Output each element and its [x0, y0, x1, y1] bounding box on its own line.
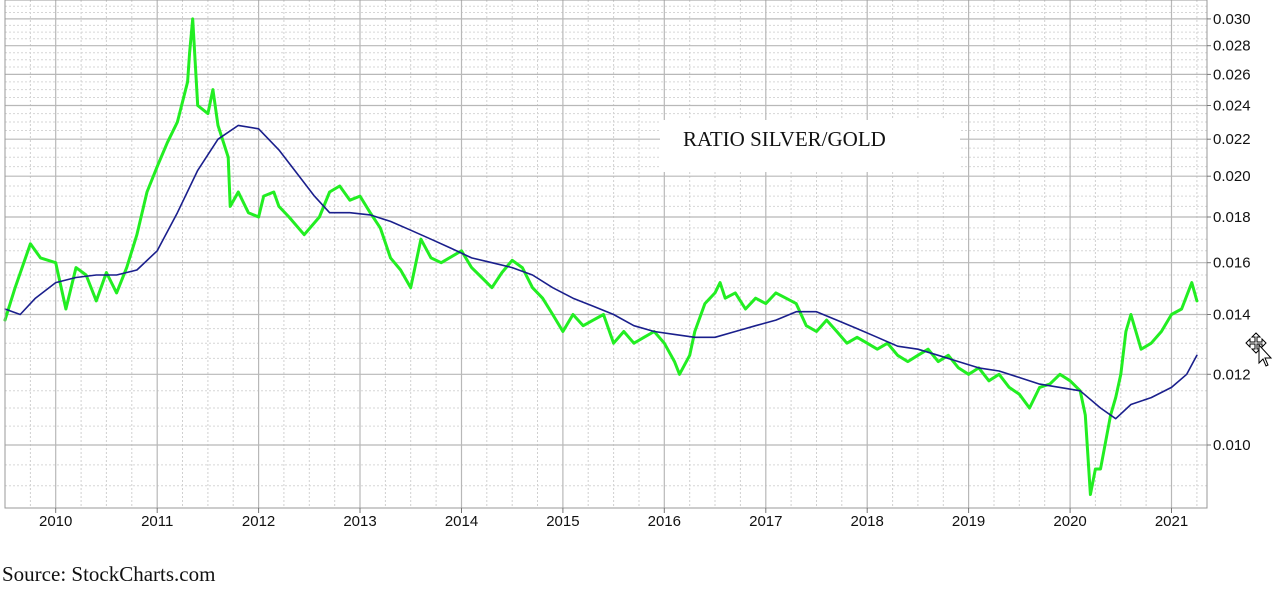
y-tick-label: 0.012: [1213, 366, 1251, 383]
x-tick-label: 2020: [1053, 513, 1086, 530]
series-layer: [3, 17, 1199, 496]
series-line-ratio: [3, 17, 1199, 496]
y-tick-label: 0.024: [1213, 98, 1251, 115]
y-tick-label: 0.020: [1213, 168, 1251, 185]
y-axis: 0.010 0.012 0.014 0.016 0.018 0.020 0.022 0.024…: [1207, 11, 1251, 454]
y-tick-label: 0.010: [1213, 437, 1251, 454]
x-tick-label: 2012: [242, 513, 275, 530]
chart-annotation: RATIO SILVER/GOLD: [683, 127, 886, 151]
x-tick-label: 2018: [851, 513, 884, 530]
y-tick-label: 0.016: [1213, 255, 1251, 272]
y-tick-label: 0.018: [1213, 209, 1251, 226]
x-tick-label: 2016: [648, 513, 681, 530]
x-tick-label: 2013: [343, 513, 376, 530]
move-cursor-icon: [1245, 332, 1273, 367]
major-grid: [5, 0, 1207, 508]
x-tick-label: 2019: [952, 513, 985, 530]
y-tick-label: 0.014: [1213, 307, 1251, 324]
x-tick-label: 2010: [39, 513, 72, 530]
source-caption: Source: StockCharts.com: [2, 562, 216, 586]
plot-background: [5, 0, 1207, 508]
x-tick-label: 2017: [749, 513, 782, 530]
y-tick-label: 0.022: [1213, 131, 1251, 148]
x-tick-label: 2014: [445, 513, 478, 530]
x-tick-label: 2015: [546, 513, 579, 530]
series-line-moving-average: [4, 124, 1198, 420]
plot-frame: [4, 0, 1208, 509]
x-tick-label: 2011: [141, 513, 173, 530]
y-tick-label: 0.028: [1213, 38, 1251, 55]
x-axis: 2010 2011 2012 2013 2014 2015 2016 2017 2018 2019…: [39, 508, 1188, 530]
annotation-background: [660, 120, 960, 172]
y-tick-label: 0.030: [1213, 11, 1251, 28]
y-tick-label: 0.026: [1213, 66, 1251, 83]
x-tick-label: 2021: [1155, 513, 1188, 530]
